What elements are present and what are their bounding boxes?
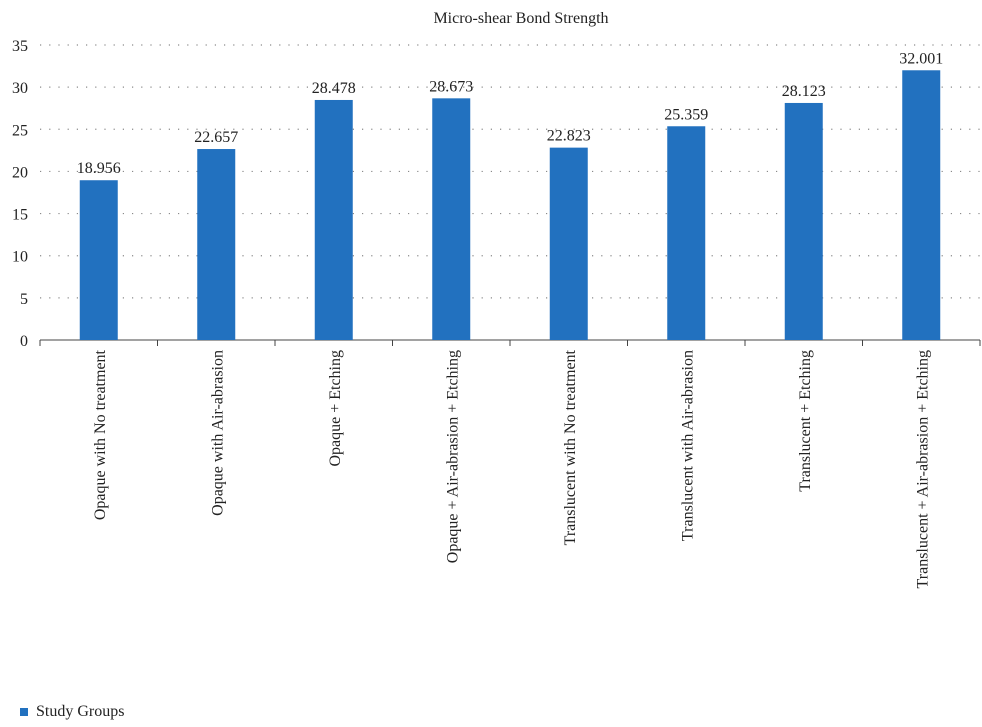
y-tick-label: 20 — [12, 164, 28, 181]
data-label: 22.657 — [194, 129, 238, 146]
bar — [197, 149, 236, 340]
bar — [549, 147, 588, 340]
x-tick-label: Translucent + Etching — [797, 350, 814, 492]
y-tick-label: 35 — [12, 38, 28, 55]
chart-title: Micro-shear Bond Strength — [433, 10, 608, 27]
x-tick-label: Translucent + Air-abrasion + Etching — [914, 350, 931, 588]
bars: 18.956 22.657 28.478 28.673 22.823 25.359 28.1… — [77, 50, 943, 340]
x-tick-label: Opaque + Etching — [327, 350, 344, 467]
bar — [784, 102, 823, 340]
y-tick-label: 30 — [12, 80, 28, 97]
data-label: 18.956 — [77, 160, 121, 177]
legend: Study Groups — [20, 703, 124, 721]
x-tick-label: Opaque + Air-abrasion + Etching — [444, 350, 461, 563]
data-label: 28.478 — [312, 80, 356, 97]
legend-label: Study Groups — [36, 703, 125, 720]
bar — [667, 126, 706, 340]
y-tick-label: 5 — [20, 291, 28, 308]
bar — [902, 70, 941, 340]
x-tick-label: Translucent with No treatment — [562, 349, 579, 545]
y-tick-label: 25 — [12, 122, 28, 139]
data-label: 28.673 — [429, 78, 473, 95]
x-tick-label: Opaque with No treatment — [92, 349, 109, 520]
y-tick-label: 15 — [12, 207, 28, 224]
x-tick-label: Translucent with Air-abrasion — [679, 350, 696, 541]
x-axis: Opaque with No treatment Opaque with Air-… — [39, 340, 981, 588]
bar — [314, 99, 353, 340]
gridlines — [40, 44, 980, 341]
y-tick-label: 10 — [12, 249, 28, 266]
y-axis: 0 5 10 15 20 25 30 35 — [12, 38, 28, 350]
y-tick-label: 0 — [20, 333, 28, 350]
data-label: 32.001 — [899, 50, 943, 67]
bar — [432, 98, 471, 340]
data-label: 25.359 — [664, 106, 708, 123]
data-label: 22.823 — [547, 128, 591, 145]
x-tick-label: Opaque with Air-abrasion — [209, 350, 226, 516]
data-label: 28.123 — [782, 83, 826, 100]
bar — [79, 180, 118, 340]
legend-swatch — [20, 708, 28, 716]
